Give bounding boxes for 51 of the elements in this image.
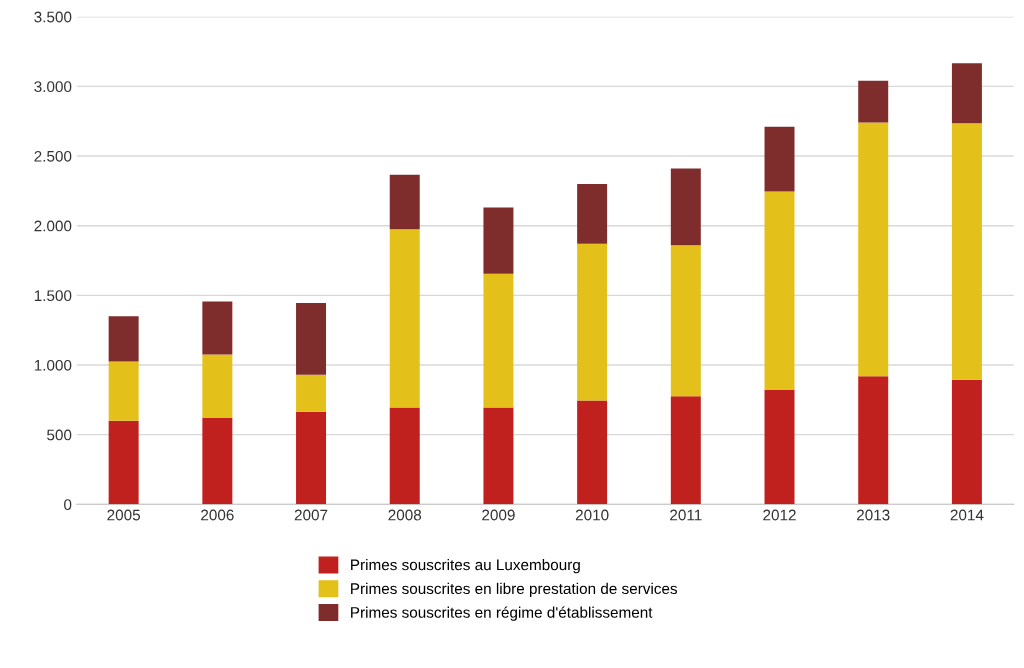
bar [577,400,608,505]
x-tick-label: 2006 [201,509,234,521]
bar [858,80,889,123]
bar [670,168,701,246]
x-tick-label: 2012 [763,509,796,521]
bar [951,123,982,380]
bar [389,174,420,230]
x-tick-label: 2005 [107,509,140,521]
legend-label: Primes souscrites au Luxembourg [351,559,580,574]
bar [202,354,233,418]
y-tick-label: 500 [47,429,72,441]
bar [577,183,608,244]
bar [858,122,889,377]
bar [483,273,514,408]
legend-label: Primes souscrites en régime d'établissement [351,606,653,621]
bar [108,316,139,362]
y-tick-label: 1.000 [34,359,72,371]
y-tick-label: 3.500 [34,11,72,23]
y-tick-label: 1.500 [34,290,72,302]
y-tick-label: 3.000 [34,81,72,93]
bar [202,301,233,355]
y-tick-label: 2.500 [34,150,72,162]
x-tick-label: 2010 [575,509,609,521]
bar [108,361,139,421]
bar [296,303,327,375]
y-tick-label: 0 [64,499,72,511]
bar [202,417,233,505]
legend-label: Primes souscrites en libre prestation de services [351,582,678,598]
bar [764,390,795,505]
y-tick-label: 2.000 [34,220,72,232]
bar [296,374,327,412]
x-tick-label: 2011 [670,509,702,521]
x-tick-label: 2007 [294,509,328,521]
x-tick-label: 2013 [856,509,890,521]
bar [389,229,420,408]
bar [577,243,608,401]
bar [108,420,139,505]
bar [858,376,889,505]
bar [670,245,701,397]
bar [951,379,982,505]
bar [389,407,420,505]
bar [764,126,795,192]
bar [296,411,327,505]
bar [483,407,514,505]
x-tick-label: 2009 [482,509,515,521]
bar [951,63,982,124]
bar [670,396,701,505]
bar [483,207,514,274]
bar [764,191,795,391]
x-tick-label: 2008 [388,509,422,521]
x-tick-label: 2014 [950,509,984,521]
